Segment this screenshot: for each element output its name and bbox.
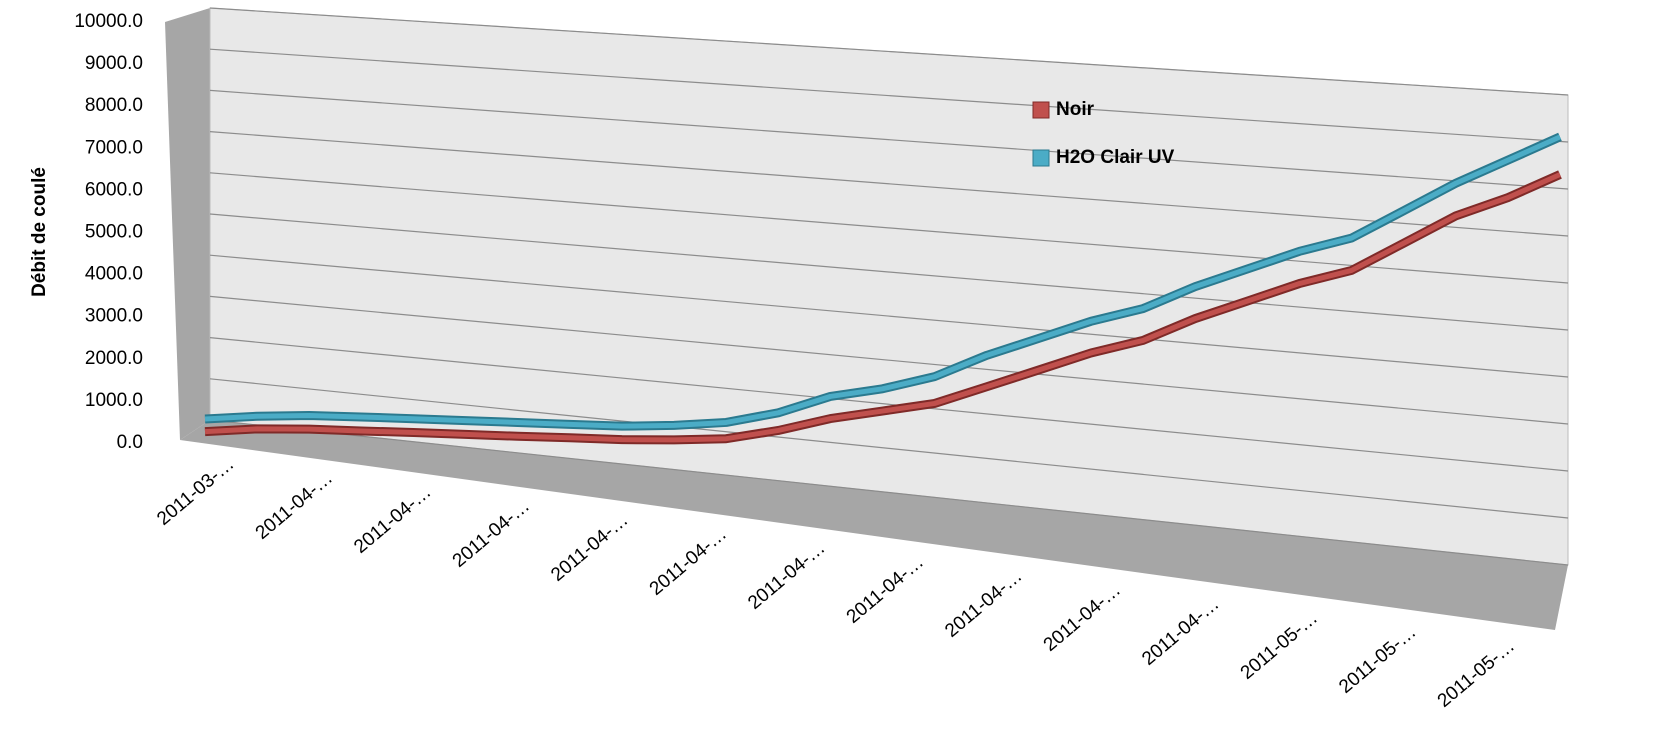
y-tick-label: 10000.0 [74, 11, 143, 32]
line [204, 172, 1562, 443]
back-wall [209, 7, 1569, 566]
legend-swatch [1032, 101, 1050, 119]
grid-line [209, 131, 1569, 237]
y-tick-label: 5000.0 [85, 222, 143, 243]
x-tick-label: 2011-05-… [1434, 636, 1519, 712]
line [204, 134, 1562, 429]
grid-line [209, 172, 1569, 284]
x-tick-label: 2011-04-… [744, 538, 829, 614]
x-tick-label: 2011-04-… [1138, 594, 1223, 670]
x-tick-label: 2011-04-… [449, 496, 534, 572]
grid-line [209, 48, 1569, 143]
grid-line [209, 337, 1569, 472]
x-tick-label: 2011-04-… [547, 510, 632, 586]
x-tick-label: 2011-05-… [1335, 622, 1420, 698]
legend-swatch [1032, 149, 1050, 167]
y-tick-label: 7000.0 [85, 137, 143, 158]
floor [180, 420, 1568, 630]
x-tick-label: 2011-04-… [252, 468, 337, 544]
y-tick-label: 0.0 [117, 432, 143, 453]
x-tick-label: 2011-05-… [1237, 608, 1322, 684]
x-tick-label: 2011-03-… [153, 454, 238, 530]
y-tick-label: 6000.0 [85, 179, 143, 200]
y-tick-label: 1000.0 [85, 390, 143, 411]
y-tick-label: 9000.0 [85, 53, 143, 74]
legend-label: Noir [1056, 99, 1095, 120]
grid-line [209, 213, 1569, 331]
x-tick-label: 2011-04-… [646, 524, 731, 600]
y-axis-title: Débit de coulé [29, 167, 50, 297]
left-wall [165, 8, 210, 440]
x-tick-label: 2011-04-… [1040, 580, 1125, 656]
x-tick-label: 2011-04-… [350, 482, 435, 558]
y-tick-label: 3000.0 [85, 306, 143, 327]
grid-line [209, 89, 1569, 190]
grid-line [209, 254, 1569, 378]
x-tick-label: 2011-04-… [843, 552, 928, 628]
x-tick-label: 2011-04-… [941, 566, 1026, 642]
grid-line [209, 378, 1569, 519]
y-tick-label: 8000.0 [85, 95, 143, 116]
y-tick-label: 4000.0 [85, 264, 143, 285]
y-tick-label: 2000.0 [85, 348, 143, 369]
legend-label: H2O Clair UV [1056, 147, 1175, 168]
grid-line [209, 419, 1569, 566]
grid-line [209, 295, 1569, 425]
grid-line [209, 7, 1569, 96]
